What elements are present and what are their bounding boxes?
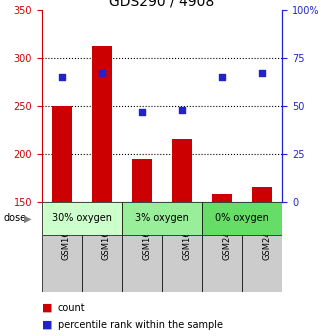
- Bar: [122, 202, 202, 235]
- Text: count: count: [58, 303, 85, 312]
- Bar: [252, 187, 273, 202]
- Text: 0% oxygen: 0% oxygen: [215, 213, 269, 223]
- Bar: [172, 139, 192, 202]
- Point: [59, 74, 64, 80]
- Bar: [202, 235, 242, 292]
- Bar: [122, 235, 162, 292]
- Title: GDS290 / 4908: GDS290 / 4908: [109, 0, 215, 9]
- Bar: [132, 159, 152, 202]
- Point: [220, 74, 225, 80]
- Text: ■: ■: [42, 320, 52, 330]
- Point: [100, 71, 105, 76]
- Text: 30% oxygen: 30% oxygen: [52, 213, 112, 223]
- Point: [140, 109, 145, 114]
- Bar: [92, 45, 112, 202]
- Text: 3% oxygen: 3% oxygen: [135, 213, 189, 223]
- Point: [180, 107, 185, 112]
- Point: [260, 71, 265, 76]
- Text: ■: ■: [42, 303, 52, 312]
- Text: ▶: ▶: [24, 213, 31, 223]
- Bar: [42, 202, 122, 235]
- Text: GSM1670: GSM1670: [62, 220, 71, 260]
- Text: GSM1672: GSM1672: [142, 220, 151, 260]
- Bar: [212, 194, 232, 202]
- Bar: [52, 106, 72, 202]
- Text: GSM2416: GSM2416: [222, 220, 231, 260]
- Text: percentile rank within the sample: percentile rank within the sample: [58, 320, 223, 330]
- Text: dose: dose: [3, 213, 26, 223]
- Text: GSM2417: GSM2417: [263, 220, 272, 260]
- Bar: [242, 235, 282, 292]
- Bar: [82, 235, 122, 292]
- Bar: [162, 235, 202, 292]
- Text: GSM1673: GSM1673: [182, 220, 191, 260]
- Text: GSM1671: GSM1671: [102, 220, 111, 260]
- Bar: [202, 202, 282, 235]
- Bar: [42, 235, 82, 292]
